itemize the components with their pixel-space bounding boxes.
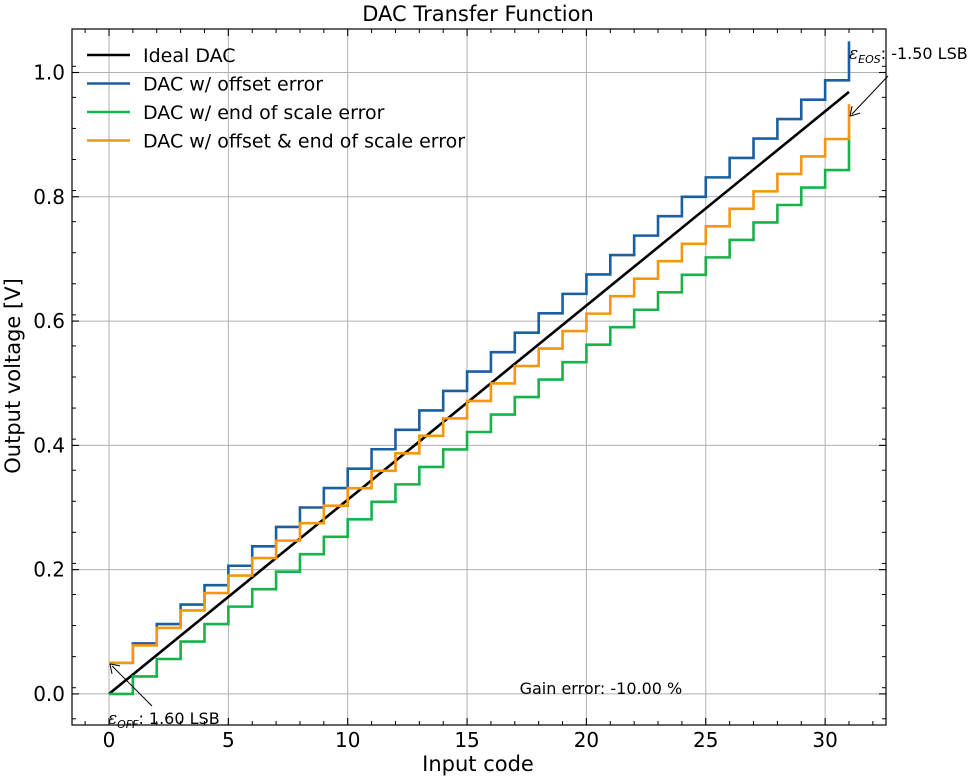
y-tick-label: 0.6 <box>33 309 65 333</box>
y-tick-label: 0.4 <box>33 433 65 457</box>
series-dac-w-end-of-scale-error <box>109 135 851 696</box>
series-dac-w-offset-error <box>109 41 851 665</box>
x-tick-label: 15 <box>454 728 479 752</box>
axes <box>71 28 887 726</box>
off-arrowhead <box>109 663 121 674</box>
y-axis-title: Output voltage [V] <box>1 278 25 474</box>
chart-title: DAC Transfer Function <box>362 2 594 26</box>
legend-label: DAC w/ offset & end of scale error <box>143 131 465 153</box>
gain-error-annotation: Gain error: -10.00 % <box>520 679 683 698</box>
legend-label: Ideal DAC <box>143 45 236 67</box>
series-ideal-dac <box>108 90 850 695</box>
series-dac-w-offset-end-of-scale-error <box>109 104 851 665</box>
eos-annotation: εEOS: -1.50 LSB <box>849 44 968 66</box>
y-tick-label: 0.0 <box>33 682 65 706</box>
x-tick-label: 10 <box>335 728 360 752</box>
x-tick-label: 5 <box>222 728 235 752</box>
off-arrow <box>111 665 153 707</box>
x-tick-label: 0 <box>103 728 116 752</box>
legend-label: DAC w/ offset error <box>143 74 323 96</box>
legend-label: DAC w/ end of scale error <box>143 102 385 124</box>
tick-labels: 0 5 10 15 20 25 30 0.0 0.2 0.4 0.6 0.8 1.0 <box>33 61 838 753</box>
eos-arrow <box>851 75 889 115</box>
x-axis-title: Input code <box>422 752 534 776</box>
y-tick-label: 1.0 <box>33 61 65 85</box>
x-tick-label: 20 <box>574 728 599 752</box>
y-tick-label: 0.8 <box>33 185 65 209</box>
eos-arrowhead <box>849 106 861 117</box>
grid <box>72 29 886 725</box>
plot-series <box>108 41 851 696</box>
off-annotation: εOFF: 1.60 LSB <box>108 709 220 731</box>
x-tick-label: 30 <box>812 728 837 752</box>
legend: Ideal DAC DAC w/ offset error DAC w/ end o… <box>87 45 465 153</box>
x-tick-label: 25 <box>693 728 718 752</box>
y-tick-label: 0.2 <box>33 558 65 582</box>
annotations: εEOS: -1.50 LSB εOFF: 1.60 LSB Gain error:… <box>108 44 968 731</box>
